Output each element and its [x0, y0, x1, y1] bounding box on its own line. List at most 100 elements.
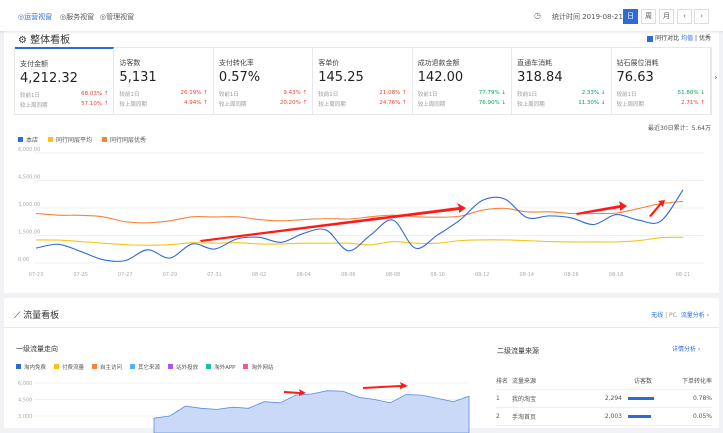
arrow-down-icon: ↓: [600, 90, 606, 96]
tab-operations[interactable]: ◎运营视窗: [18, 13, 53, 21]
legend-best[interactable]: 同行同层优秀: [102, 135, 146, 144]
arrow-down-icon: ↓: [501, 90, 507, 96]
legend-label: 自主访问: [100, 365, 123, 371]
table-row[interactable]: 2 手淘首页 2,003 0.05%: [496, 408, 712, 426]
period-month-button[interactable]: 月: [659, 9, 674, 24]
legend-item[interactable]: 自主访问: [92, 363, 122, 371]
metric-card[interactable]: 支付金额 4,212.32 较前1日 68.03% ↑ 较上周同期 57.10% ↑: [15, 47, 115, 114]
week-compare-value: 24.76%: [379, 100, 401, 106]
compare-avg-link[interactable]: 均值: [681, 35, 694, 42]
tab-service[interactable]: ◎服务视窗: [60, 13, 95, 21]
metric-card[interactable]: 钻石展位消耗 76.63 较前1日 51.80% ↓ 较上周同期 2.71% ↑: [612, 48, 711, 114]
y-tick-label: 4,500: [18, 398, 32, 404]
week-compare-label: 较上周同期: [218, 102, 247, 108]
x-tick-label: 08-02: [252, 272, 267, 278]
day-compare-value: 68.03%: [81, 91, 103, 97]
x-tick-label: 08-12: [475, 272, 490, 278]
metric-card[interactable]: 成功退款金额 142.00 较前1日 77.79% ↓ 较上周同期 76.90% ↓: [413, 48, 513, 114]
metric-name: 直通车消耗: [517, 59, 553, 67]
conversion: 0.05%: [692, 413, 712, 420]
day-compare-value: 51.80%: [677, 90, 699, 96]
period-week-button[interactable]: 周: [641, 9, 656, 24]
week-compare-value: 20.20%: [279, 100, 301, 106]
compare-label: 同行对比: [655, 35, 680, 42]
metric-card[interactable]: 客单价 145.25 较前1日 21.08% ↑ 较上周同期 24.76% ↑: [313, 48, 413, 114]
metric-name: 访客数: [119, 59, 141, 67]
visitors: 2,003: [604, 413, 622, 420]
arrow-down-icon: ↓: [600, 100, 606, 106]
day-compare-label: 较前1日: [517, 92, 538, 98]
legend-label: 淘外网站: [251, 365, 274, 371]
week-compare-label: 较上周同期: [20, 103, 48, 109]
x-tick-label: 07-27: [118, 272, 133, 278]
annotation-arrow-icon: [284, 389, 306, 396]
arrow-up-icon: ↑: [103, 101, 109, 107]
legend-item[interactable]: 站外投放: [168, 363, 198, 371]
x-tick-label: 08-06: [341, 272, 356, 278]
metric-card[interactable]: 访客数 5,131 较前1日 26.19% ↑ 较上周同期 4.94% ↑: [114, 48, 214, 114]
dashboard-icon: ⚙: [18, 35, 31, 46]
pc-toggle[interactable]: PC: [669, 312, 677, 319]
checkbox-icon[interactable]: [647, 35, 654, 42]
week-compare-label: 较上周同期: [318, 102, 346, 108]
overview-panel: ⚙ 整体看板 同行对比 均值 | 优秀 支付金额 4,212.32 较前1日 68…: [4, 31, 719, 293]
visitor-bar: [622, 415, 672, 418]
legend-item[interactable]: 淘外网站: [243, 363, 274, 371]
x-tick-label: 08-14: [520, 272, 535, 278]
day-compare-label: 较前1日: [119, 92, 140, 98]
period-day-button[interactable]: 日: [623, 9, 638, 24]
metric-card[interactable]: 支付转化率 0.57% 较前1日 9.43% ↑ 较上周同期 20.20% ↑: [214, 48, 314, 114]
total-30d: 最近30日累计：5.64万: [648, 125, 711, 132]
metric-value: 318.84: [517, 70, 563, 85]
next-button[interactable]: ›: [694, 9, 709, 24]
x-tick-label: 07-25: [73, 272, 88, 278]
y-tick-label: 0.00: [18, 257, 29, 263]
arrow-up-icon: ↑: [402, 90, 407, 96]
level1-title: 一级流量走向: [16, 345, 58, 353]
level1-area-chart: 3,000 4,500 6,000: [18, 381, 470, 433]
legend-avg[interactable]: 同行同层平均: [48, 135, 92, 144]
wireless-toggle[interactable]: 无线: [651, 312, 664, 319]
traffic-analysis-link[interactable]: 流量分析 ›: [680, 312, 709, 319]
overview-title-text: 整体看板: [30, 35, 71, 46]
legend-label: 其它来源: [138, 365, 161, 371]
metric-name: 支付转化率: [218, 59, 254, 67]
legend-self[interactable]: 本店: [18, 135, 38, 144]
legend-item[interactable]: 其它来源: [130, 363, 160, 371]
compare-best-link[interactable]: 优秀: [698, 35, 711, 42]
metric-card[interactable]: 直通车消耗 318.84 较前1日 2.33% ↓ 较上周同期 11.30% ↓: [512, 48, 612, 114]
week-compare-value: 76.90%: [478, 100, 500, 106]
arrow-up-icon: ↑: [302, 100, 308, 106]
compare-toggle[interactable]: 同行对比 均值 | 优秀: [647, 33, 711, 42]
metric-name: 支付金额: [20, 60, 48, 68]
legend-item[interactable]: 付费流量: [54, 363, 84, 371]
tab-management[interactable]: ◎管理视窗: [100, 13, 135, 21]
x-tick-label: 08-08: [386, 272, 401, 278]
annotation-arrow-icon: [576, 201, 627, 215]
separator: |: [695, 35, 698, 42]
table-row[interactable]: 1 我的淘宝 2,294 0.78%: [496, 390, 712, 408]
legend-label: 本店: [26, 137, 39, 144]
day-compare-value: 9.43%: [283, 90, 301, 96]
x-tick-label: 08-04: [296, 272, 311, 278]
chevron-right-icon[interactable]: ›: [714, 73, 718, 83]
day-compare-label: 较前1日: [318, 92, 339, 98]
week-compare-value: 57.10%: [81, 101, 103, 107]
metric-name: 成功退款金额: [417, 59, 460, 67]
arrow-up-icon: ↑: [203, 90, 208, 96]
legend-item[interactable]: 淘外APP: [206, 363, 235, 371]
legend-label: 同行同层优秀: [110, 137, 147, 144]
detail-link[interactable]: 详情分析 ›: [672, 346, 701, 353]
legend-label: 淘外APP: [214, 365, 236, 371]
metric-name: 客单价: [318, 59, 340, 67]
line-chart-icon: ⟋: [14, 311, 24, 321]
x-tick-label: 08-10: [430, 272, 445, 278]
legend-item[interactable]: 淘内免费: [16, 363, 46, 371]
week-compare-value: 2.71%: [681, 100, 699, 106]
x-tick-label: 07-29: [163, 272, 178, 278]
arrow-up-icon: ↑: [103, 91, 109, 97]
prev-button[interactable]: ‹: [677, 9, 692, 24]
visitor-bar: [622, 397, 672, 400]
rank: 1: [496, 395, 500, 402]
trend-chart: 0.00 1,500.00 3,000.00 4,500.00 6,000.00 07-2…: [18, 147, 704, 278]
